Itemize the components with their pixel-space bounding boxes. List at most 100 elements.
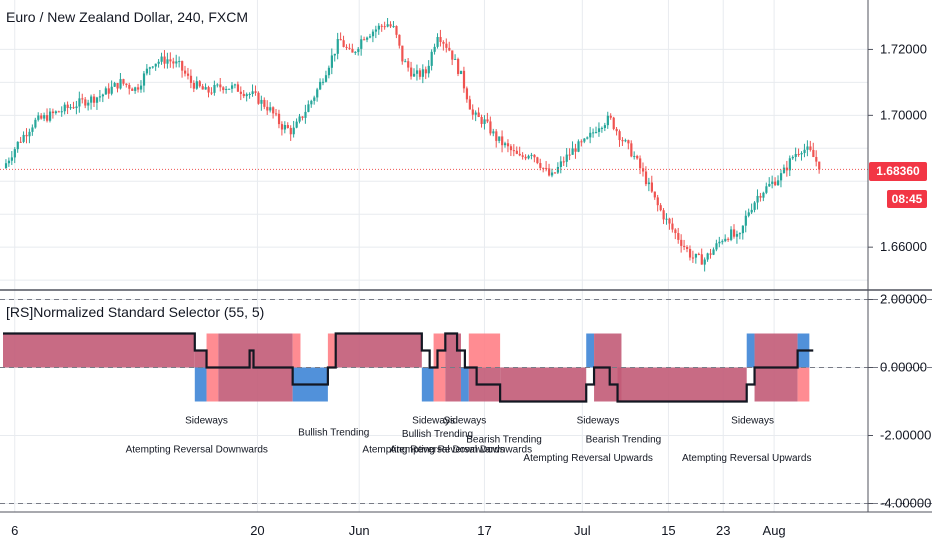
regime-zone-bear (433, 333, 446, 402)
candle-body (647, 182, 651, 185)
candle-body (110, 86, 113, 94)
candle-body (639, 158, 642, 169)
candle-body (800, 153, 803, 155)
candle-body (413, 73, 416, 77)
candle-body (644, 171, 648, 185)
candle-body (242, 93, 245, 97)
candle-body (439, 37, 442, 42)
candle-body (694, 253, 698, 258)
candle-body (119, 79, 122, 89)
candle-body (436, 37, 439, 47)
candle-body (794, 153, 797, 157)
candle-body (368, 36, 372, 38)
candle-body (324, 75, 328, 82)
candle-body (10, 157, 14, 161)
candle-body (19, 141, 22, 143)
candle-body (316, 89, 319, 98)
candle-body (295, 121, 298, 128)
candle-body (430, 51, 433, 66)
candle-body (210, 92, 213, 94)
candle-body (248, 93, 251, 95)
candle-body (125, 83, 128, 85)
candle-body (310, 100, 313, 105)
bar-countdown-badge: 08:45 (887, 190, 927, 208)
candle-body (280, 124, 284, 130)
candle-body (492, 131, 495, 134)
candle-body (292, 127, 295, 135)
candle-body (504, 143, 507, 146)
candle-body (222, 87, 225, 90)
candle-body (72, 107, 75, 109)
candle-body (43, 115, 46, 119)
candle-body (371, 31, 375, 37)
candle-body (321, 81, 325, 83)
candle-body (565, 154, 568, 162)
regime-annotation: Atempting Reversal Downwards (362, 445, 504, 456)
regime-annotation: Bearish Trending (586, 434, 662, 445)
indicator-title[interactable]: [RS]Normalized Standard Selector (55, 5) (6, 304, 265, 320)
candle-body (392, 26, 395, 28)
candle-body (445, 43, 448, 48)
candle-body (289, 127, 292, 135)
y-tick-label: 1.72000 (880, 41, 927, 56)
candle-body (756, 195, 759, 203)
candle-body (298, 116, 301, 122)
candle-body (553, 172, 557, 174)
candle-body (530, 154, 533, 156)
candle-body (518, 153, 521, 156)
candle-body (145, 68, 149, 74)
candle-body (524, 156, 527, 159)
indicator-pane[interactable]: Sideways Atempting Reversal Downwards Bull… (0, 299, 932, 504)
candle-body (718, 241, 721, 244)
candle-body (404, 61, 407, 63)
candle-body (630, 143, 633, 157)
chart-title: Euro / New Zealand Dollar, 240, FXCM (6, 9, 248, 25)
candle-body (307, 104, 310, 112)
candle-body (239, 91, 242, 94)
regime-zone-bull (194, 350, 207, 368)
regime-annotation: Atempting Reversal Upwards (682, 453, 812, 464)
candle-body (63, 104, 66, 112)
regime-zone-bull (500, 367, 587, 402)
candle-body (166, 59, 169, 64)
candle-body (336, 39, 339, 54)
candle-body (809, 146, 812, 150)
candle-body (95, 97, 99, 103)
candle-body (686, 247, 689, 249)
regime-zone-blue (746, 333, 755, 368)
candle-body (618, 131, 621, 141)
candle-body (415, 70, 419, 74)
candle-body (195, 81, 198, 89)
candle-body (304, 111, 307, 118)
candle-body (768, 183, 771, 187)
candle-body (245, 94, 248, 97)
candle-body (797, 153, 800, 155)
candle-body (815, 156, 818, 162)
candle-body (512, 150, 516, 152)
candle-body (98, 96, 102, 98)
candle-body (178, 61, 181, 63)
regime-annotation: Atempting Reversal Upwards (523, 453, 653, 464)
candle-body (142, 73, 146, 86)
candle-body (374, 29, 378, 32)
candle-body (236, 84, 240, 92)
candle-body (806, 146, 809, 150)
candle-body (251, 91, 254, 94)
x-tick-label: 23 (716, 523, 730, 538)
candle-body (339, 39, 342, 41)
candle-body (60, 111, 63, 113)
candle-body (104, 88, 107, 95)
candle-body (269, 107, 272, 111)
candle-body (48, 111, 52, 121)
price-pane[interactable] (4, 18, 821, 272)
candle-body (583, 138, 586, 142)
regime-zone-blue (421, 367, 434, 402)
regime-annotation: Sideways (731, 416, 774, 427)
candle-body (465, 88, 469, 100)
x-tick-label: Aug (763, 523, 786, 538)
candle-body (157, 61, 160, 64)
x-tick-label: 6 (11, 523, 18, 538)
candle-body (589, 132, 592, 138)
candle-body (744, 215, 747, 226)
